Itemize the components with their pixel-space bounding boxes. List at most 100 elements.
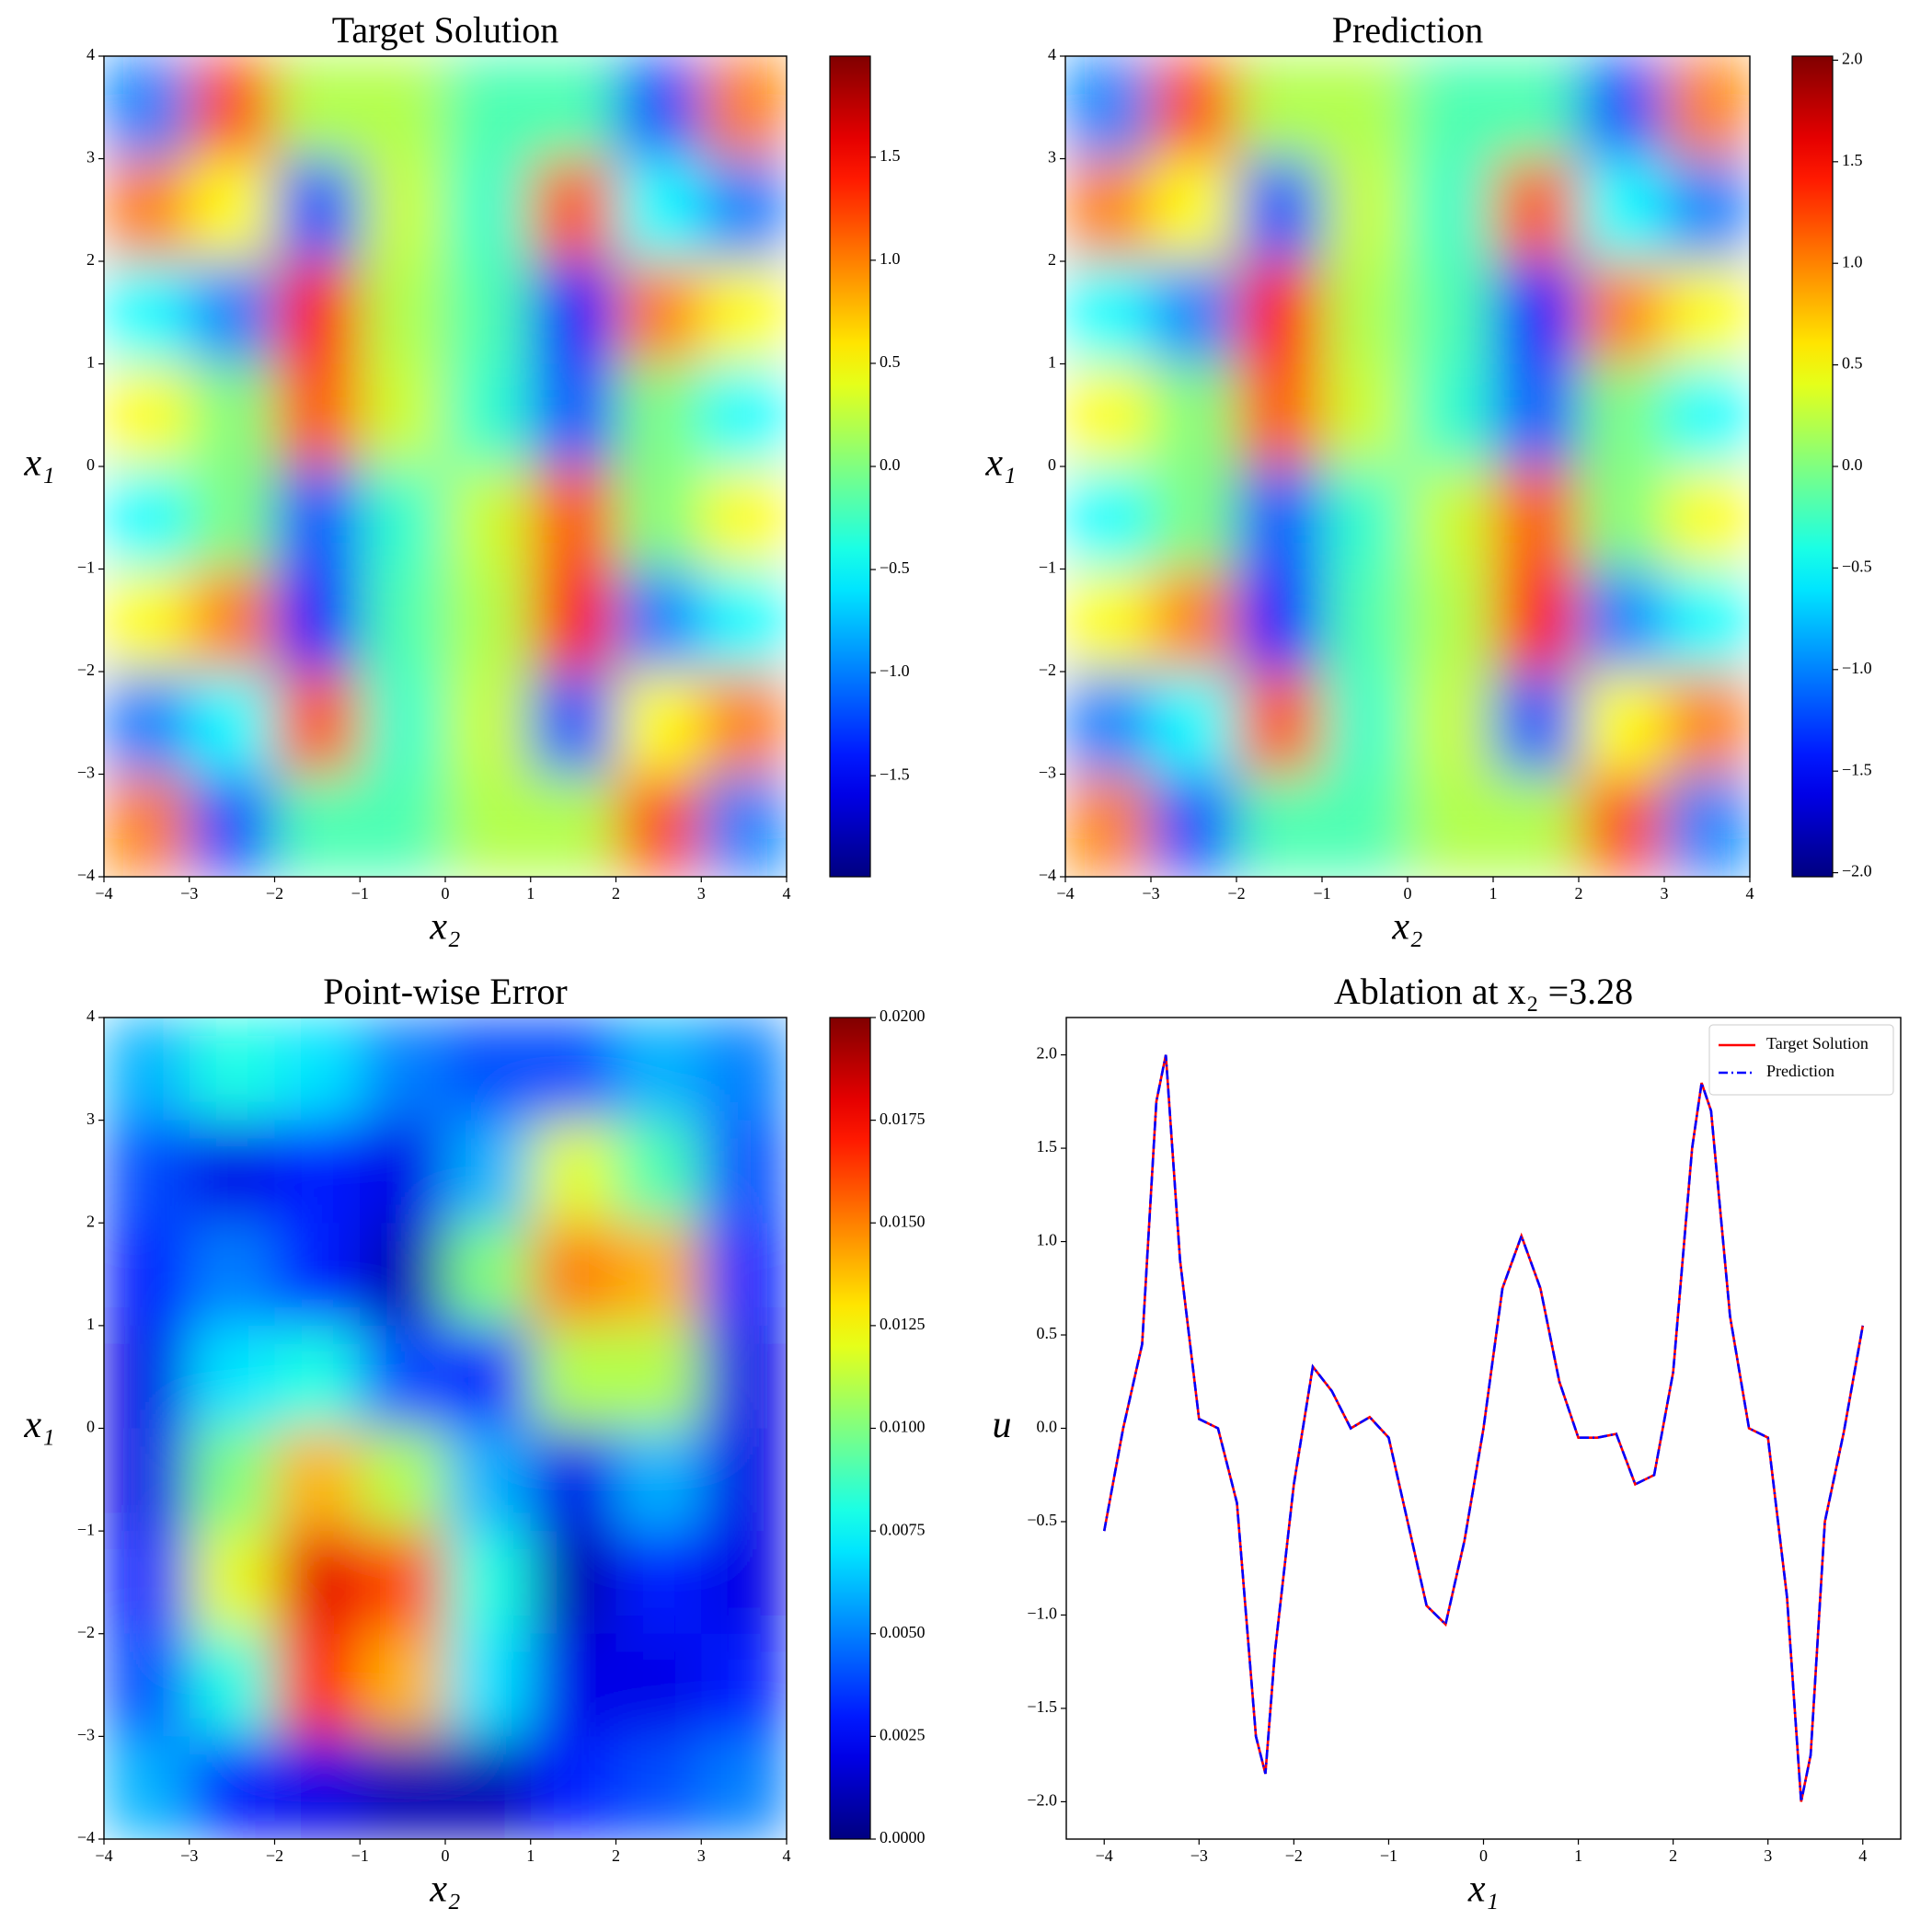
heatmap-cell [445, 56, 532, 159]
heatmap [1065, 56, 1751, 878]
y-axis-label: x₁ [23, 443, 54, 485]
y-tick-label: −4 [1039, 866, 1056, 884]
colorbar-tick-label: 1.5 [1842, 151, 1863, 169]
chart-title: Prediction [1332, 9, 1483, 51]
y-tick-label: 0 [1048, 455, 1056, 474]
y-tick-label: −4 [77, 866, 95, 884]
heatmap-cell [274, 1633, 361, 1737]
heatmap-cell [104, 1531, 190, 1635]
y-axis-label: x₁ [984, 443, 1016, 485]
heatmap-cell [104, 1736, 190, 1840]
heatmap-cell [104, 56, 190, 159]
x-tick-label: 3 [697, 1846, 706, 1865]
heatmap-cell [445, 1018, 532, 1121]
heatmap-cell [1236, 363, 1323, 467]
heatmap-cell [1408, 261, 1494, 364]
plot-frame [103, 1017, 788, 1840]
x-tick-label: 2 [1669, 1846, 1677, 1865]
heatmap-cell [360, 569, 446, 673]
x-tick-label: 3 [697, 884, 706, 903]
colorbar [829, 55, 871, 878]
heatmap-cell [530, 1736, 616, 1840]
heatmap-cell [615, 466, 702, 569]
y-tick-label: 1 [86, 353, 95, 372]
heatmap-cell [1322, 56, 1409, 159]
heatmap-cell [615, 1018, 702, 1121]
heatmap-cell [701, 363, 788, 467]
heatmap-cell [1065, 158, 1152, 262]
heatmap-cell [104, 158, 190, 262]
heatmap-cell [360, 1018, 446, 1121]
heatmap-cell [104, 1223, 190, 1327]
heatmap-cell [530, 1531, 616, 1635]
x-axis-label: x₂ [429, 906, 460, 949]
heatmap-cell [445, 158, 532, 262]
heatmap-cell [1322, 363, 1409, 467]
heatmap-cell [1151, 261, 1237, 364]
heatmap-cell [445, 1428, 532, 1532]
heatmap-cell [1322, 261, 1409, 364]
heatmap-cell [360, 1633, 446, 1737]
heatmap-cell [1408, 363, 1494, 467]
heatmap-cell [1151, 466, 1237, 569]
heatmap-cell [701, 158, 788, 262]
line-series [1102, 1054, 1865, 1802]
heatmap-cell [530, 774, 616, 878]
x-tick-label: 1 [1574, 1846, 1582, 1865]
heatmap-cell [615, 1736, 702, 1840]
y-tick-label: −2.0 [1027, 1791, 1057, 1810]
heatmap-cell [189, 56, 275, 159]
heatmap-cell [615, 569, 702, 673]
y-tick-label: 2.0 [1037, 1044, 1058, 1063]
heatmap-cell [445, 1736, 532, 1840]
legend-frame [1708, 1024, 1894, 1096]
colorbar-tick-label: 0.0125 [880, 1315, 926, 1333]
heatmap-cell [1493, 261, 1580, 364]
heatmap-cell [615, 1325, 702, 1429]
heatmap-cell [1493, 774, 1580, 878]
heatmap-cell [1236, 466, 1323, 569]
heatmap-cell [360, 56, 446, 159]
heatmap-cell [445, 1633, 532, 1737]
colorbar-tick-label: 0.5 [880, 352, 901, 371]
heatmap-cell [530, 261, 616, 364]
colorbar-tick-label: 0.0050 [880, 1623, 926, 1641]
heatmap-cell [274, 569, 361, 673]
heatmap-cell [1151, 569, 1237, 673]
y-tick-label: 2 [1048, 250, 1056, 269]
heatmap-cell [274, 1223, 361, 1327]
y-tick-label: −1 [1039, 558, 1056, 577]
x-tick-label: 4 [1746, 884, 1754, 903]
heatmap-cell [104, 1120, 190, 1224]
x-tick-label: −1 [351, 884, 369, 903]
x-axis-label: x₂ [1391, 906, 1422, 949]
legend-label: Prediction [1766, 1062, 1834, 1080]
heatmap-cell [1579, 158, 1665, 262]
colorbar-tick-label: 0.0025 [880, 1726, 926, 1744]
heatmap-cell [1493, 363, 1580, 467]
heatmap-cell [530, 1325, 616, 1429]
heatmap-cell [445, 261, 532, 364]
heatmap-cell [1065, 363, 1152, 467]
heatmap-cell [274, 261, 361, 364]
heatmap-cell [104, 569, 190, 673]
colorbar-tick-label: 0.0175 [880, 1110, 926, 1128]
heatmap-cell [104, 1018, 190, 1121]
heatmap-cell [360, 1223, 446, 1327]
y-tick-label: −1.5 [1027, 1697, 1057, 1716]
heatmap-cell [1579, 363, 1665, 467]
colorbar-tick-label: −0.5 [880, 558, 910, 577]
heatmap-cell [445, 672, 532, 775]
heatmap-cell [1151, 158, 1237, 262]
x-tick-label: −2 [266, 1846, 283, 1865]
x-tick-label: −3 [180, 884, 198, 903]
x-tick-label: 2 [612, 884, 620, 903]
y-tick-label: −0.5 [1027, 1511, 1057, 1529]
heatmap-cell [615, 56, 702, 159]
heatmap-cell [360, 1531, 446, 1635]
colorbar-tick-label: −1.5 [1842, 760, 1872, 778]
heatmap-cell [360, 1428, 446, 1532]
y-tick-label: −3 [1039, 764, 1056, 782]
heatmap-cell [530, 1018, 616, 1121]
